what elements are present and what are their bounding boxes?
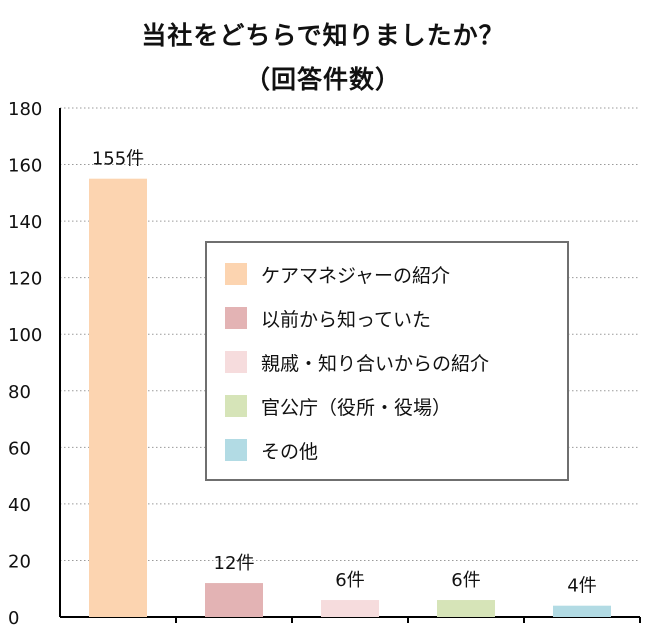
y-tick-label: 100 bbox=[8, 325, 42, 346]
legend-label: 官公庁（役所・役場） bbox=[261, 396, 452, 419]
legend-item: 以前から知っていた bbox=[225, 303, 431, 333]
y-tick-label: 40 bbox=[8, 495, 31, 516]
bar bbox=[437, 600, 495, 617]
data-label: 12件 bbox=[214, 553, 255, 574]
legend: ケアマネジャーの紹介 以前から知っていた 親戚・知り合いからの紹介 官公庁（役所… bbox=[205, 241, 569, 481]
legend-swatch bbox=[225, 439, 247, 461]
legend-item: 官公庁（役所・役場） bbox=[225, 391, 451, 421]
legend-swatch bbox=[225, 395, 247, 417]
data-label: 6件 bbox=[451, 570, 480, 591]
legend-label: 親戚・知り合いからの紹介 bbox=[261, 352, 490, 375]
chart-title: 当社をどちらで知りましたか？ bbox=[141, 21, 505, 50]
legend-swatch bbox=[225, 263, 247, 285]
bar bbox=[553, 605, 611, 617]
legend-item: その他 bbox=[225, 435, 318, 465]
y-tick-label: 120 bbox=[8, 269, 42, 290]
legend-item: 親戚・知り合いからの紹介 bbox=[225, 347, 489, 377]
legend-label: 以前から知っていた bbox=[261, 308, 432, 331]
data-label: 155件 bbox=[92, 149, 144, 170]
legend-label: ケアマネジャーの紹介 bbox=[261, 264, 451, 287]
bar bbox=[205, 583, 263, 617]
y-tick-label: 0 bbox=[8, 608, 19, 629]
chart-subtitle: （回答件数） bbox=[244, 65, 401, 94]
data-label: 6件 bbox=[335, 570, 364, 591]
legend-swatch bbox=[225, 307, 247, 329]
legend-item: ケアマネジャーの紹介 bbox=[225, 259, 450, 289]
data-label: 4件 bbox=[567, 576, 596, 597]
y-tick-label: 140 bbox=[8, 212, 42, 233]
legend-label: その他 bbox=[261, 440, 319, 463]
y-tick-label: 160 bbox=[8, 156, 42, 177]
bar bbox=[89, 178, 147, 617]
legend-swatch bbox=[225, 351, 247, 373]
bar bbox=[321, 600, 379, 617]
y-tick-label: 20 bbox=[8, 551, 31, 572]
y-tick-label: 180 bbox=[8, 99, 42, 120]
y-tick-label: 80 bbox=[8, 382, 31, 403]
y-tick-label: 60 bbox=[8, 438, 31, 459]
